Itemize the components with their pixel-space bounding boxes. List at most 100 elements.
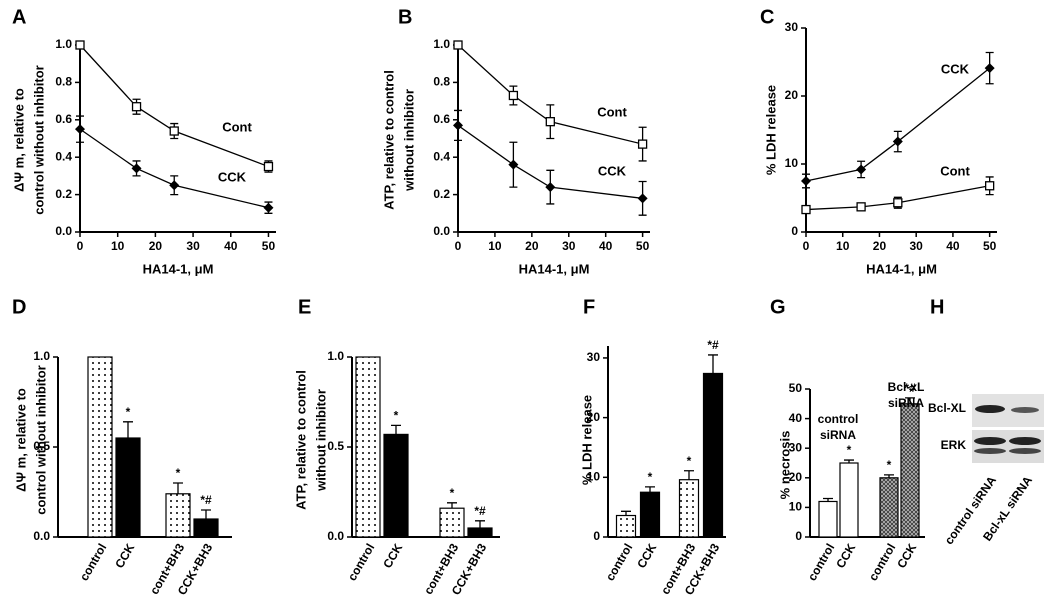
y-tick-label: 20 <box>587 410 601 424</box>
annotation: * <box>687 454 692 468</box>
y-tick-label: 30 <box>587 350 601 364</box>
x-tick-label: 20 <box>149 239 163 253</box>
y-tick-label: 0 <box>593 529 600 543</box>
marker <box>984 63 995 74</box>
error-bar <box>621 510 631 516</box>
annotation: * <box>126 405 131 419</box>
error-bar <box>201 509 211 519</box>
marker <box>545 117 555 127</box>
group-label: siRNA <box>820 428 856 442</box>
x-tick-label: control <box>805 541 837 583</box>
x-tick-label: 10 <box>111 239 125 253</box>
marker <box>131 102 142 112</box>
bar <box>87 356 113 538</box>
annotation: * <box>887 458 892 472</box>
y-tick-label: 0 <box>791 224 798 238</box>
marker <box>856 202 866 212</box>
series-line <box>457 44 643 145</box>
y-axis-label: % LDH release <box>579 395 594 485</box>
x-tick-label: CCK <box>833 541 858 571</box>
y-tick-label: 0.0 <box>327 529 344 543</box>
group-label: Bcl-xL <box>888 380 925 394</box>
y-tick-label: 0.8 <box>433 75 450 89</box>
y-tick-label: 10 <box>785 156 799 170</box>
y-tick-label: 10 <box>587 469 601 483</box>
y-axis-label: % LDH release <box>763 85 778 175</box>
marker <box>508 159 519 170</box>
panel-label: A <box>12 6 26 28</box>
x-tick-label: 40 <box>946 239 960 253</box>
bar <box>702 372 724 538</box>
x-tick-label: control <box>866 541 898 583</box>
marker <box>169 180 180 191</box>
y-axis-label: ΔΨ m, relative to <box>11 88 26 192</box>
panel-label: H <box>930 296 944 318</box>
y-axis-label: control without inhibitor <box>31 65 46 214</box>
annotation: *# <box>707 338 719 352</box>
series-line <box>79 44 269 168</box>
error-bar <box>123 421 133 438</box>
x-tick-label: 20 <box>525 239 539 253</box>
marker <box>263 202 274 213</box>
y-tick-label: 10 <box>789 500 803 514</box>
bar <box>639 491 661 538</box>
y-axis-label: ATP, relative to control <box>381 70 396 210</box>
marker <box>453 40 463 50</box>
marker <box>131 163 142 174</box>
x-tick-label: 30 <box>910 239 924 253</box>
blot-row-label: Bcl-XL <box>928 401 966 415</box>
bar <box>467 527 493 538</box>
series-label: CCK <box>218 169 247 184</box>
y-tick-label: 0 <box>795 529 802 543</box>
y-tick-label: 0.6 <box>433 112 450 126</box>
y-tick-label: 0.2 <box>55 187 72 201</box>
panel-label: C <box>760 6 774 28</box>
x-tick-label: 10 <box>836 239 850 253</box>
y-tick-label: 0.4 <box>433 149 450 163</box>
series-label: Cont <box>597 104 627 119</box>
group-label: siRNA <box>888 396 924 410</box>
y-axis-label: without inhibitor <box>401 89 416 192</box>
bar <box>879 477 899 538</box>
annotation: * <box>176 466 181 480</box>
marker <box>893 198 903 208</box>
x-axis-label: HA14-1, μM <box>143 261 214 276</box>
marker <box>985 181 995 191</box>
series-line <box>79 128 269 209</box>
error-bar <box>475 520 485 528</box>
panel-label: E <box>298 296 311 318</box>
x-tick-label: CCK <box>634 541 659 571</box>
annotation: * <box>394 409 399 423</box>
bar <box>678 479 700 538</box>
y-tick-label: 30 <box>785 20 799 34</box>
series-label: Cont <box>940 163 970 178</box>
blot-panel: H Bcl-XL ERK control siRNA Bcl-xL siRNA <box>928 296 1044 547</box>
annotation: * <box>847 443 852 457</box>
y-axis-label: ΔΨ m, relative to <box>13 388 28 492</box>
error-bar <box>844 459 854 463</box>
series-label: CCK <box>941 61 970 76</box>
blot-band <box>974 448 1006 454</box>
y-tick-label: 0.2 <box>433 187 450 201</box>
error-bar <box>684 470 694 480</box>
error-bar <box>447 502 457 509</box>
x-tick-label: 0 <box>455 239 462 253</box>
x-tick-label: 40 <box>224 239 238 253</box>
blot-band <box>1009 448 1041 454</box>
x-tick-label: 30 <box>562 239 576 253</box>
bar <box>383 433 409 538</box>
blot-band <box>975 405 1005 413</box>
marker <box>169 126 179 136</box>
y-axis-label: ATP, relative to control <box>293 370 308 510</box>
marker <box>508 90 519 101</box>
x-tick-label: 50 <box>983 239 997 253</box>
x-tick-label: 0 <box>77 239 84 253</box>
marker <box>545 182 556 193</box>
marker <box>263 161 274 172</box>
annotation: * <box>450 486 455 500</box>
blot-row-label: ERK <box>941 438 967 452</box>
error-bar <box>391 424 401 435</box>
y-tick-label: 0.6 <box>55 112 72 126</box>
x-tick-label: 50 <box>636 239 650 253</box>
panel-label: D <box>12 296 26 318</box>
